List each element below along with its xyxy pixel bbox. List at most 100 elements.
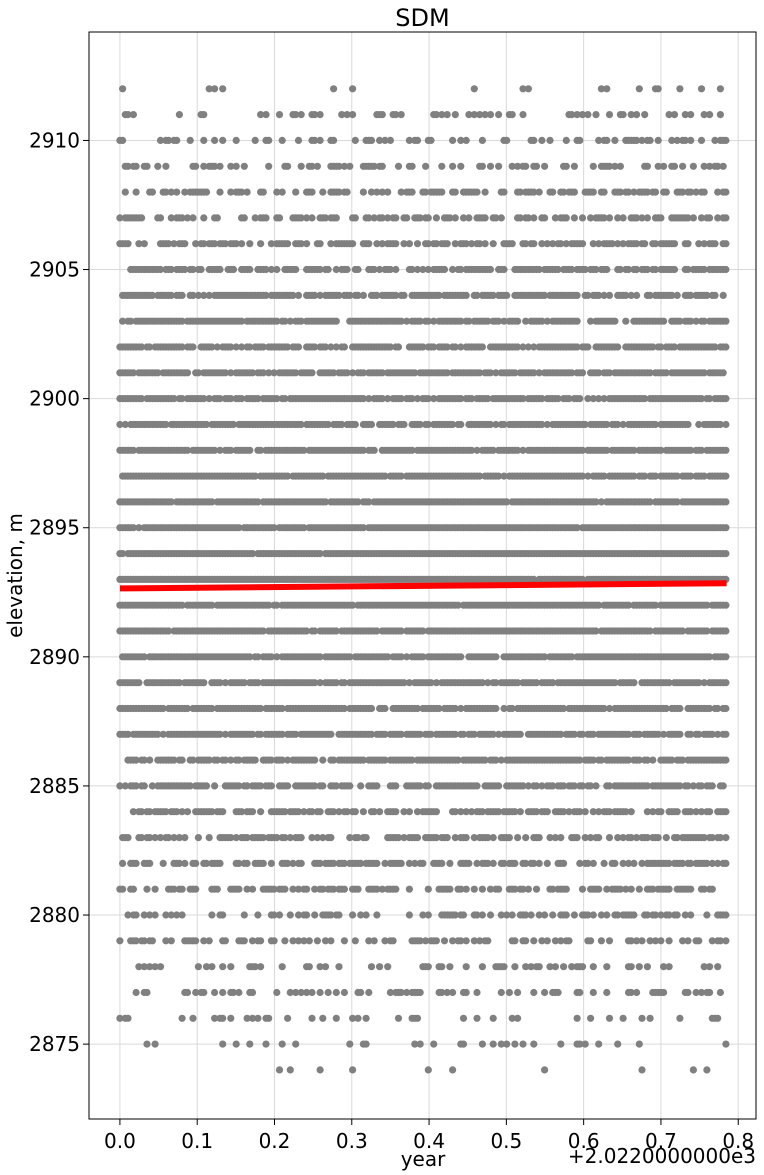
data-point — [405, 885, 413, 893]
data-point — [281, 808, 289, 816]
data-point — [614, 911, 622, 919]
data-point — [311, 291, 319, 299]
data-point — [332, 1014, 340, 1022]
data-point — [470, 730, 478, 738]
data-point — [308, 834, 316, 842]
data-point — [384, 653, 392, 661]
data-point — [687, 859, 695, 868]
data-point — [457, 343, 465, 351]
data-point — [465, 859, 473, 868]
data-point — [262, 291, 270, 299]
data-point — [229, 988, 238, 997]
data-point — [270, 937, 278, 945]
data-point — [330, 369, 338, 377]
data-point — [216, 446, 224, 454]
data-point — [243, 782, 251, 790]
data-point — [178, 756, 186, 764]
data-point — [627, 834, 635, 842]
data-point — [508, 704, 516, 713]
data-point — [581, 420, 589, 429]
data-point — [278, 730, 286, 738]
data-point — [330, 808, 338, 816]
data-point — [373, 782, 381, 790]
data-point — [657, 446, 665, 454]
data-point — [646, 498, 654, 506]
data-point — [389, 937, 397, 945]
data-point — [281, 317, 289, 325]
data-point — [243, 834, 251, 842]
data-point — [211, 446, 219, 454]
data-point — [359, 395, 367, 403]
data-point — [254, 911, 262, 919]
data-point — [703, 911, 711, 919]
data-point — [132, 756, 140, 764]
data-point — [381, 704, 389, 713]
data-point — [443, 834, 451, 842]
data-point — [573, 834, 581, 842]
data-point — [205, 937, 213, 945]
data-point — [657, 343, 665, 351]
data-point — [311, 756, 319, 764]
data-point — [584, 859, 592, 868]
data-point — [459, 1014, 468, 1022]
data-point — [121, 782, 129, 790]
data-point — [584, 395, 592, 403]
data-point — [676, 782, 684, 790]
data-point — [619, 834, 627, 842]
data-point — [462, 885, 470, 893]
data-point — [440, 265, 449, 274]
data-point — [595, 885, 603, 893]
data-point — [622, 317, 630, 325]
data-point — [711, 291, 719, 299]
data-point — [695, 730, 703, 738]
data-point — [687, 317, 695, 325]
data-point — [708, 730, 716, 738]
data-point — [392, 265, 400, 274]
data-point — [722, 704, 730, 713]
data-point — [273, 653, 281, 661]
data-point — [478, 1040, 486, 1048]
data-point — [589, 808, 597, 816]
data-point — [619, 420, 627, 429]
data-point — [219, 1040, 227, 1048]
data-point — [673, 472, 681, 480]
data-point — [630, 911, 638, 919]
data-point — [581, 265, 589, 274]
data-point — [457, 420, 465, 429]
data-point — [568, 963, 576, 971]
data-point — [330, 756, 338, 764]
data-point — [316, 808, 324, 816]
data-point — [338, 420, 346, 429]
data-point — [587, 1014, 595, 1022]
data-point — [251, 756, 259, 764]
data-point — [584, 343, 592, 351]
data-point — [340, 704, 348, 713]
data-point — [486, 265, 495, 274]
data-point — [257, 782, 265, 790]
data-point — [305, 937, 313, 945]
data-point — [251, 963, 259, 971]
data-point — [392, 808, 400, 816]
data-point — [638, 859, 646, 868]
data-point — [670, 343, 679, 351]
data-point — [481, 756, 489, 764]
data-point — [643, 911, 652, 919]
data-point — [592, 782, 600, 790]
data-point — [154, 730, 162, 738]
data-point — [116, 782, 124, 790]
data-point — [543, 317, 551, 325]
data-point — [248, 550, 257, 558]
data-point — [489, 1040, 497, 1048]
data-point — [635, 1040, 643, 1048]
data-point — [216, 859, 224, 868]
data-point — [397, 730, 405, 738]
data-point — [143, 885, 151, 893]
data-point — [722, 808, 730, 816]
data-point — [178, 343, 186, 351]
data-point — [243, 1014, 251, 1022]
data-point — [497, 1040, 505, 1048]
data-point — [392, 782, 400, 790]
data-point — [449, 265, 457, 274]
data-point — [154, 369, 162, 377]
data-point — [530, 575, 538, 584]
